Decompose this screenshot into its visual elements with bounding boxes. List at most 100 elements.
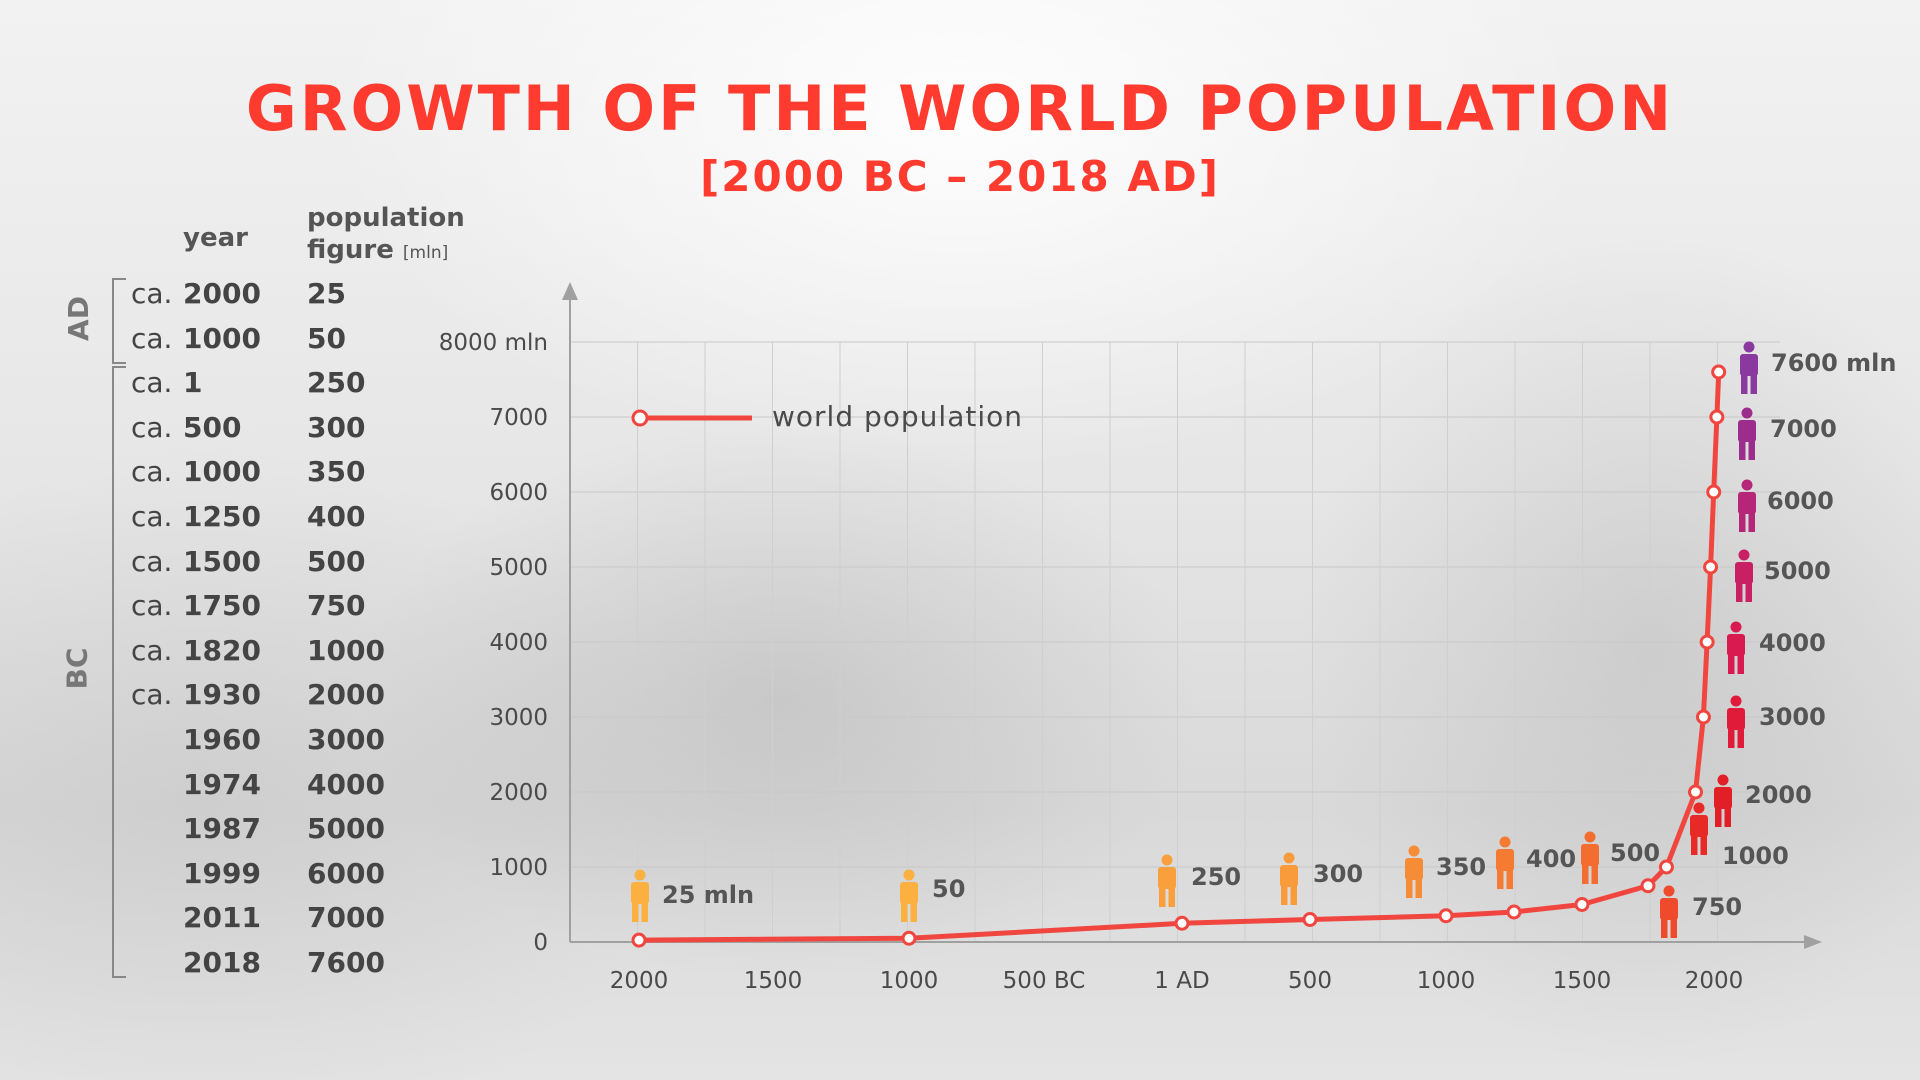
- legend-marker: [631, 409, 649, 427]
- table-row: 1974 4000: [0, 768, 420, 812]
- table-cell-population: 250: [307, 366, 366, 400]
- table-cell-year: 1500: [183, 544, 261, 578]
- data-point: [1695, 709, 1711, 725]
- table-header-year: year: [183, 223, 248, 253]
- person-icon-body: [1405, 858, 1423, 880]
- person-icon: [1280, 852, 1298, 905]
- table-cell-year: 1000: [183, 321, 261, 355]
- x-tick-label: 1000: [880, 968, 939, 994]
- annotation-label: 4000: [1759, 629, 1826, 657]
- table-row: 2011 7000: [0, 901, 420, 945]
- annotation-label: 250: [1191, 863, 1241, 891]
- y-tick-label: 8000 mln: [439, 330, 548, 356]
- person-icon-leg-left: [1736, 580, 1743, 602]
- x-tick-label: 1500: [1553, 968, 1612, 994]
- person-icon-body: [1158, 867, 1176, 889]
- x-tick-label: 2000: [610, 968, 669, 994]
- data-point: [1438, 908, 1454, 924]
- person-icon-leg-right: [1415, 876, 1422, 898]
- table-cell-population: 5000: [307, 812, 385, 846]
- person-icon-head: [1408, 845, 1420, 857]
- table-header-figure: figure: [307, 235, 394, 265]
- annotation-label: 7600 mln: [1771, 349, 1896, 377]
- y-tick-label: 6000: [489, 480, 548, 506]
- table-row: 1999 6000: [0, 857, 420, 901]
- table-cell-population: 4000: [307, 767, 385, 801]
- person-icon-body: [1740, 354, 1758, 376]
- person-icon-body: [1714, 787, 1732, 809]
- person-icon-leg-left: [1739, 510, 1746, 532]
- person-icon: [1727, 695, 1745, 748]
- person-icon-head: [1730, 695, 1742, 707]
- table-cell-population: 400: [307, 500, 366, 533]
- person-icon-head: [1663, 885, 1675, 897]
- person-icon-head: [903, 869, 915, 881]
- table-cell-approx: ca.: [131, 544, 173, 578]
- person-icon: [1738, 479, 1756, 532]
- person-icon-head: [634, 869, 646, 881]
- table-cell-population: 7600: [307, 946, 385, 979]
- table-row: ca. 1500 500: [0, 545, 420, 589]
- x-tick-label: 500 BC: [1003, 968, 1086, 994]
- table-cell-approx: ca.: [131, 277, 173, 310]
- table-cell-year: 1: [183, 366, 203, 400]
- person-icon-head: [1283, 852, 1295, 864]
- person-icon-leg-right: [641, 900, 648, 922]
- person-icon-leg-left: [632, 900, 639, 922]
- table-cell-population: 2000: [307, 678, 385, 712]
- y-tick-label: 2000: [489, 780, 548, 806]
- person-icon-leg-right: [1748, 510, 1755, 532]
- person-icon: [900, 869, 918, 922]
- person-icon-leg-left: [1497, 867, 1504, 889]
- table-header-population-line1: population: [307, 203, 465, 233]
- person-icon-leg-left: [1728, 726, 1735, 748]
- person-icon-body: [1496, 849, 1514, 871]
- data-point: [1709, 409, 1725, 425]
- person-icon-leg-left: [1582, 862, 1589, 884]
- chart-legend: world population: [631, 400, 1023, 433]
- person-icon-leg-left: [1715, 805, 1722, 827]
- table-cell-approx: ca.: [131, 500, 173, 533]
- table-cell-year: 1930: [183, 678, 261, 712]
- person-icon-head: [1741, 407, 1753, 419]
- person-icon-leg-right: [1290, 883, 1297, 905]
- x-tick-label: 2000: [1685, 968, 1744, 994]
- person-icon: [1727, 621, 1745, 674]
- data-point: [1688, 784, 1704, 800]
- table-row: 1987 5000: [0, 812, 420, 856]
- annotation-label: 50: [932, 875, 965, 903]
- data-point: [1711, 364, 1727, 380]
- table-row: ca. 1250 400: [0, 500, 420, 544]
- table-row: ca. 1930 2000: [0, 678, 420, 722]
- table-cell-year: 1974: [183, 767, 261, 801]
- chart-subtitle: [2000 BC – 2018 AD]: [700, 152, 1220, 201]
- person-icon-leg-right: [1506, 867, 1513, 889]
- table-cell-approx: ca.: [131, 410, 173, 444]
- person-icon-head: [1738, 549, 1750, 561]
- table-cell-year: 2011: [183, 901, 261, 935]
- table-cell-population: 7000: [307, 901, 385, 935]
- y-tick-label: 7000: [489, 405, 548, 431]
- y-tick-label: 1000: [489, 855, 548, 881]
- person-icon-leg-left: [1281, 883, 1288, 905]
- chart-title: GROWTH OF THE WORLD POPULATION: [245, 72, 1675, 145]
- person-icon-leg-left: [1661, 916, 1668, 938]
- person-icon-body: [1738, 492, 1756, 514]
- table-cell-approx: ca.: [131, 366, 173, 400]
- population-person-icons: 25 mln 50 250 300 350 400 500 750 1000 2000 3000 40…: [631, 341, 1896, 938]
- data-point: [1699, 634, 1715, 650]
- table-header-population-line2: figure [mln]: [307, 234, 465, 269]
- y-tick-label: 5000: [489, 555, 548, 581]
- table-row: ca. 1000 350: [0, 455, 420, 499]
- person-icon-leg-right: [1670, 916, 1677, 938]
- table-cell-population: 1000: [307, 633, 385, 667]
- annotation-label: 6000: [1767, 487, 1834, 515]
- person-icon-leg-left: [1159, 885, 1166, 907]
- data-point: [1658, 859, 1674, 875]
- table-cell-population: 300: [307, 410, 366, 444]
- legend-label: world population: [772, 400, 1023, 433]
- table-row: ca. 500 300: [0, 411, 420, 455]
- table-cell-year: 1999: [183, 856, 261, 890]
- person-icon-leg-right: [1168, 885, 1175, 907]
